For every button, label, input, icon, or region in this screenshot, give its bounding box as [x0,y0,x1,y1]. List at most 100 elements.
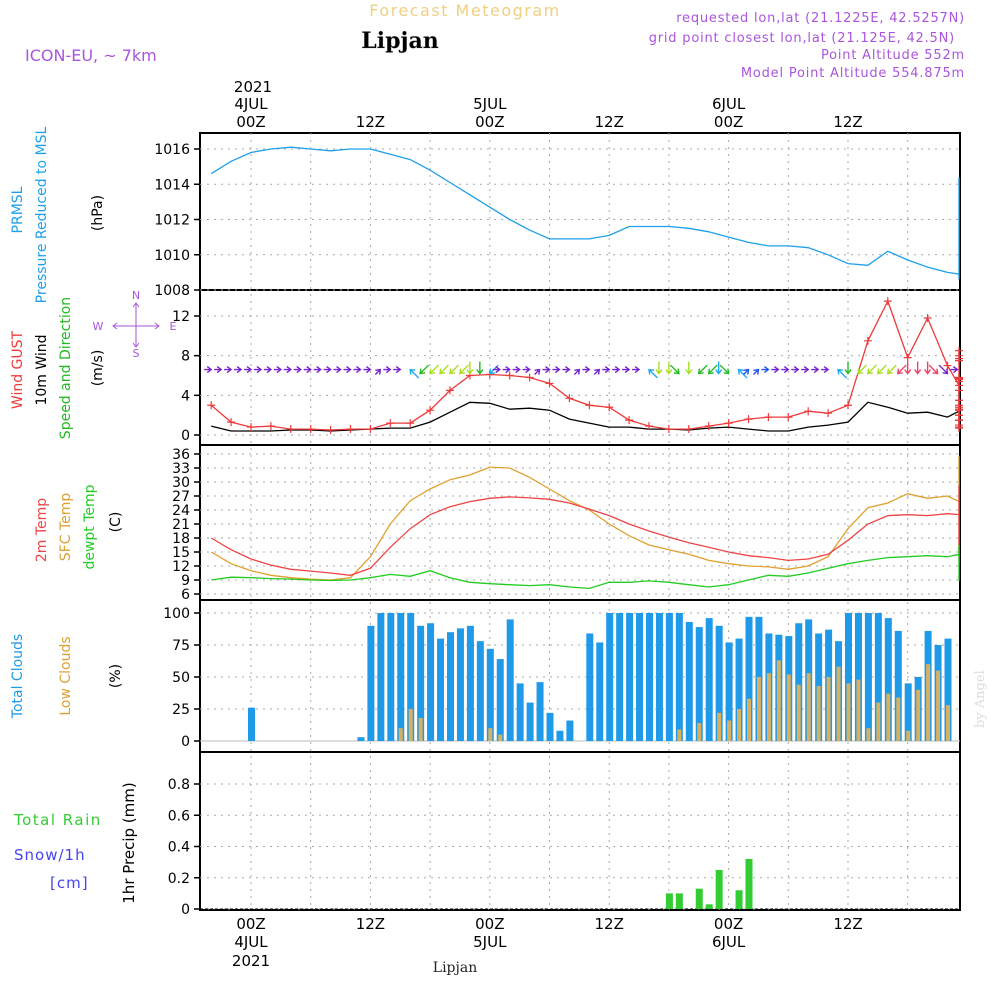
wind-arrow-icon [419,364,430,375]
precip-label-unit: 1hr Precip (mm) [120,782,138,903]
total-cloud-bar [665,613,673,741]
wind-arrow-head [932,368,939,375]
wind-arrow-shaft [887,364,897,375]
wind-arrow-icon [313,365,322,374]
low-cloud-bar [776,660,781,741]
top-hour-label: 00Z [475,113,504,131]
wind-arrow-head [773,365,780,374]
y-tick-label: 33 [172,461,190,477]
gust-marker [903,353,912,362]
wind-arrow-icon [904,361,912,375]
wind-arrow-icon [791,365,800,374]
wind-arrow-icon [353,365,362,374]
rain-bar [675,893,683,909]
gust-marker [426,406,435,415]
total-cloud-bar [506,619,514,741]
wind-arrow-icon [502,365,511,374]
y-tick-label: 0.4 [168,840,190,856]
wind-arrow-icon [938,364,949,375]
wind-arrow-shaft [857,364,867,375]
y-tick-label: 0 [181,902,190,918]
gust-marker [923,313,932,322]
rain-bar [715,869,723,909]
bottom-hour-label: 12Z [356,915,385,933]
wind-arrow-head [655,369,663,375]
wind-arrow-icon [737,368,748,379]
total-cloud-bar [616,613,624,741]
wind-arrow-head [216,365,223,374]
total-cloud-bar [546,712,554,741]
wind-arrow-shaft [708,364,718,375]
wind-arrow-head [707,368,714,375]
precip-labels: Total Rain Snow/1h [cm] 1hr Precip (mm) [13,782,138,903]
wind-arrow-icon [886,364,897,375]
low-cloud-bar [488,728,493,741]
low-cloud-bar [806,673,811,741]
sfc-temp-line [210,456,960,581]
wind-arrow-icon [771,365,780,374]
total-cloud-bar [705,618,713,741]
gust-marker [744,415,753,424]
wind-arrow-icon [896,364,907,375]
gust-marker [955,406,963,415]
gust-marker [266,422,275,431]
total-cloud-bar [496,659,504,741]
low-cloud-bar [727,720,732,741]
y-tick-label: 1008 [154,283,190,299]
precip-label-snow: Snow/1h [14,846,86,864]
wind-arrow-icon [283,365,292,374]
low-cloud-bar [398,728,403,741]
gust-marker [664,425,673,434]
total-cloud-bar [944,638,952,741]
chart-title: Forecast Meteogram [369,1,560,20]
gust-marker [505,371,514,380]
wind-labels: Wind GUST 10m Wind Speed and Direction (… [10,297,106,439]
top-date-label: 5JUL [473,95,507,113]
wind-arrow-icon [573,368,581,375]
wind-arrow-head [844,369,852,375]
total-cloud-bar [695,627,703,741]
pressure-line [210,146,960,280]
model-altitude: Model Point Altitude 554.875m [741,66,965,81]
wind-arrow-icon [244,365,253,374]
wind-arrow-icon [459,364,469,375]
compass-s: S [133,347,140,360]
total-cloud-bar [845,613,852,741]
y-tick-label: 0 [181,428,190,444]
bottom-hour-label: 00Z [475,915,504,933]
wind-label-unit: (m/s) [90,350,106,387]
y-tick-label: 0.8 [168,777,190,793]
wind-arrow-head [823,365,830,374]
wind-arrow-shaft [419,364,430,375]
y-tick-label: 15 [172,545,190,561]
y-tick-label: 6 [181,587,190,603]
wind-arrow-head [648,368,655,375]
wind-label-dir: Speed and Direction [58,297,74,439]
temp-label-sfc: SFC Temp [58,493,74,562]
total-cloud-bar [745,616,753,741]
wind-arrow-icon [204,365,213,374]
y-tick-label: 24 [172,503,190,519]
total-cloud-bar [626,613,634,741]
y-tick-label: 1016 [154,142,190,158]
wind-arrow-icon [753,368,760,375]
compass-n: N [132,289,140,302]
cloud-labels: Total Clouds Low Clouds (%) [10,634,124,719]
top-hour-label: 00Z [714,113,743,131]
wind-arrow-head [449,368,456,375]
credit-label: by Angel [973,670,988,728]
wind-arrow-head [356,365,362,374]
rain-bar [735,890,743,909]
point-altitude: Point Altitude 552m [821,48,965,63]
y-tick-label: 0.6 [168,808,190,824]
total-cloud-bar [456,628,464,741]
gust-marker [844,401,852,410]
wind-arrow-icon [707,364,718,375]
low-cloud-bar [906,730,911,741]
wind-arrow-head [715,369,723,375]
total-cloud-bar [904,683,912,741]
wind-arrow-icon [562,365,571,374]
wind-arrow-icon [582,365,591,374]
wind-arrow-icon [374,368,382,375]
wind-arrow-icon [685,361,693,375]
